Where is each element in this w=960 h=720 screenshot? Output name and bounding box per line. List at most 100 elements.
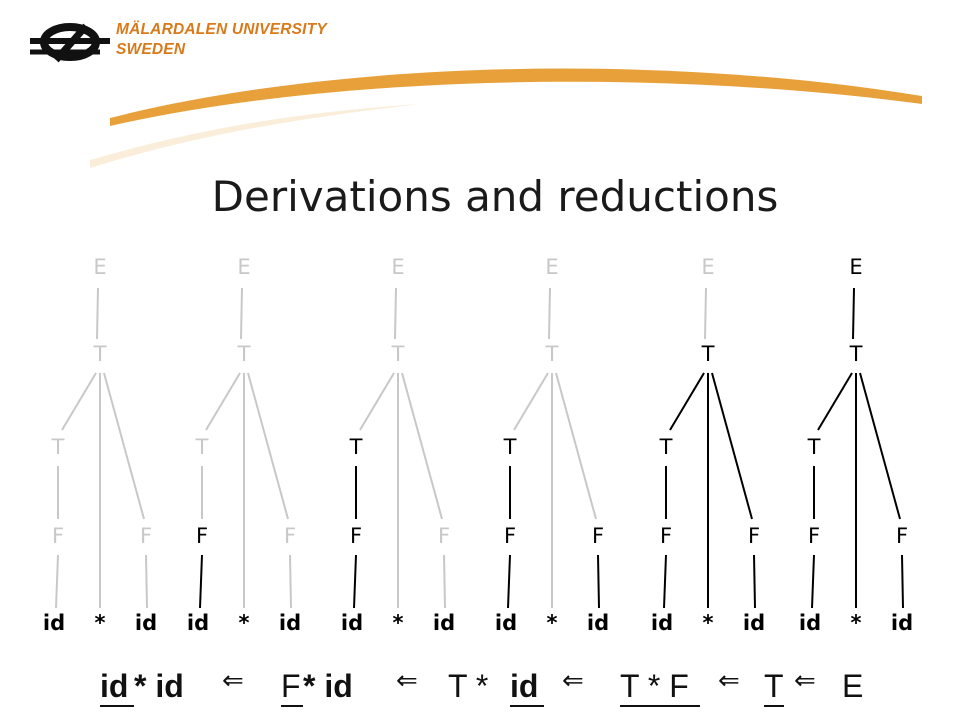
brand-text: MÄLARDALEN UNIVERSITY SWEDEN	[116, 20, 327, 60]
tree2-edge-root-mid	[240, 287, 243, 340]
tree4-node-root: E	[545, 255, 558, 279]
tree1-node-right-f: F	[140, 524, 152, 548]
tree5-edge-root-mid	[704, 287, 707, 340]
seq-s5-underline	[764, 705, 784, 707]
tree2-node-right-f: F	[284, 524, 296, 548]
tree5-node-right-f: F	[748, 524, 760, 548]
tree2-edge-mid-rf	[247, 372, 289, 520]
slide-title: Derivations and reductions	[211, 172, 779, 221]
tree2-node-mid: T	[237, 342, 251, 366]
tree5-node-left-f: F	[660, 524, 672, 548]
tree4-edge-mid-rf	[555, 372, 597, 520]
tree6-leaf-star: *	[851, 611, 862, 635]
tree6-edge-rf-rid	[901, 554, 904, 609]
tree1-leaf-left-id: id	[43, 611, 65, 635]
tree6-leaf-right-id: id	[891, 611, 913, 635]
tree6-node-left-t: T	[807, 435, 821, 459]
tree6-node-mid: T	[849, 342, 863, 366]
tree2-leaf-left-id: id	[187, 611, 209, 635]
tree2-leaf-star: *	[239, 611, 250, 635]
tree1-node-left-t: T	[51, 435, 65, 459]
tree5-edge-lf-lid	[663, 554, 667, 609]
tree3-node-root: E	[391, 255, 404, 279]
seq-s4: T * F	[620, 668, 689, 704]
tree4-edge-root-mid	[548, 287, 551, 340]
reduce-arrow-5: ⇐	[794, 666, 816, 696]
tree3-node-left-f: F	[350, 524, 362, 548]
tree6-edge-lf-lid	[811, 554, 815, 609]
university-logo-icon	[30, 23, 110, 63]
tree1-node-mid: T	[93, 342, 107, 366]
tree2-edge-rf-rid	[289, 554, 292, 609]
tree5-edge-mid-lt	[669, 372, 705, 431]
tree4-edge-mid-lt	[513, 372, 549, 431]
tree5-leaf-right-id: id	[743, 611, 765, 635]
seq-s6: E	[842, 668, 864, 704]
tree5-edge-mid-rf	[711, 372, 753, 520]
reduce-arrow-1: ⇐	[222, 666, 244, 696]
tree3-edge-root-mid	[394, 287, 397, 340]
tree2-edge-lf-lid	[199, 554, 203, 609]
tree4-node-left-t: T	[503, 435, 517, 459]
tree5-node-root: E	[701, 255, 714, 279]
tree6-leaf-left-id: id	[799, 611, 821, 635]
tree4-node-mid: T	[545, 342, 559, 366]
tree2-leaf-right-id: id	[279, 611, 301, 635]
tree3-edge-lf-lid	[353, 554, 357, 609]
tree1-node-left-f: F	[52, 524, 64, 548]
tree4-node-left-f: F	[504, 524, 516, 548]
tree2-node-left-t: T	[195, 435, 209, 459]
tree3-node-right-f: F	[438, 524, 450, 548]
tree1-edge-mid-lt	[61, 372, 97, 431]
tree3-edge-rf-rid	[443, 554, 446, 609]
tree2-node-root: E	[237, 255, 250, 279]
tree4-leaf-right-id: id	[587, 611, 609, 635]
tree5-node-mid: T	[701, 342, 715, 366]
tree3-edge-mid-lt	[359, 372, 395, 431]
brand-line1: MÄLARDALEN UNIVERSITY	[116, 21, 327, 38]
tree1-edge-mid-rf	[103, 372, 145, 520]
seq-s2-f: F	[281, 668, 301, 704]
tree6-edge-mid-lt	[817, 372, 853, 431]
tree1-edge-root-mid	[96, 287, 99, 340]
seq-s5: T	[764, 668, 784, 704]
seq-s1-underline	[100, 705, 134, 707]
tree1-node-root: E	[93, 255, 106, 279]
tree3-leaf-right-id: id	[433, 611, 455, 635]
seq-s3-t: T *	[448, 668, 489, 704]
seq-s3-id: id	[510, 668, 539, 704]
tree3-node-mid: T	[391, 342, 405, 366]
tree3-leaf-left-id: id	[341, 611, 363, 635]
tree6-node-root: E	[849, 255, 862, 279]
tree5-leaf-left-id: id	[651, 611, 673, 635]
tree2-node-left-f: F	[196, 524, 208, 548]
tree3-edge-mid-rf	[401, 372, 443, 520]
tree6-node-right-f: F	[896, 524, 908, 548]
seq-s2-underline	[281, 705, 303, 707]
tree4-edge-lf-lid	[507, 554, 511, 609]
seq-s1-id: id	[100, 668, 129, 704]
brand-line2: SWEDEN	[116, 41, 186, 58]
tree4-leaf-left-id: id	[495, 611, 517, 635]
tree5-node-left-t: T	[659, 435, 673, 459]
tree5-edge-rf-rid	[753, 554, 756, 609]
tree4-node-right-f: F	[592, 524, 604, 548]
seq-s2-rest: * id	[303, 668, 353, 704]
tree5-leaf-star: *	[703, 611, 714, 635]
tree1-leaf-star: *	[95, 611, 106, 635]
tree1-leaf-right-id: id	[135, 611, 157, 635]
seq-s1-rest: * id	[134, 668, 184, 704]
tree1-edge-lf-lid	[55, 554, 59, 609]
reduction-sequence: id * id ⇐ F * id ⇐ T * id ⇐ T * F ⇐ T ⇐ …	[0, 664, 960, 714]
tree2-edge-mid-lt	[205, 372, 241, 431]
tree6-node-left-f: F	[808, 524, 820, 548]
header-swoosh	[110, 68, 922, 126]
tree4-edge-rf-rid	[597, 554, 600, 609]
seq-s4-underline	[620, 705, 700, 707]
reduce-arrow-2: ⇐	[396, 666, 418, 696]
tree4-leaf-star: *	[547, 611, 558, 635]
reduce-arrow-3: ⇐	[562, 666, 584, 696]
